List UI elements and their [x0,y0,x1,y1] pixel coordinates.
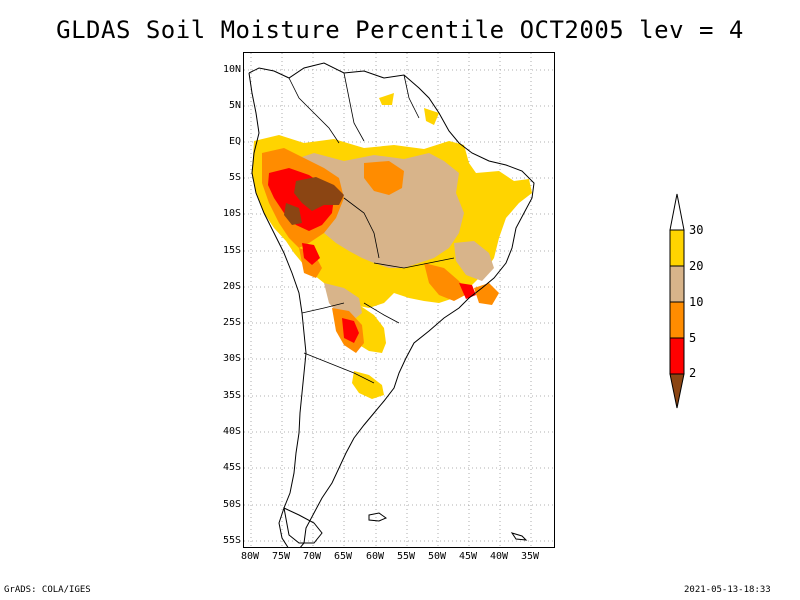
lat-label-50s: 50S [222,499,241,510]
coastlines [248,62,535,547]
field-10-20-chaco [324,283,362,321]
colorbar-label-30: 30 [689,223,704,237]
island-sw-atlantic [510,532,528,541]
lon-label-60w: 60W [365,551,385,562]
lon-label-75w: 75W [271,551,291,562]
lon-label-40w: 40W [489,551,509,562]
colorbar-label-5: 5 [689,331,697,345]
colorbar-2-5 [669,337,685,375]
map-grid [244,53,554,547]
tierra-del-fuego [283,507,323,544]
soil-moisture-fields [252,93,532,399]
footer-credit: GrADS: COLA/IGES [4,585,91,595]
field-20-30-guiana [424,108,439,125]
lon-label-45w: 45W [458,551,478,562]
colorbar-5-10 [669,301,685,339]
field-5-10-amazon-center [364,161,404,195]
colorbar-label-10: 10 [689,295,704,309]
lon-label-50w: 50W [427,551,447,562]
lat-label-25s: 25S [222,317,241,328]
field-2-5-andes [302,243,320,265]
lat-label-40s: 40S [222,426,241,437]
field-20-30-coast [379,93,394,105]
west-coastline [248,72,307,547]
field-below-2-west [284,203,302,225]
lat-label-eq: EQ [228,136,241,147]
colorbar-label-20: 20 [689,259,704,273]
field-below-2-amazon [294,177,344,211]
lon-label-65w: 65W [333,551,353,562]
lat-label-5s: 5S [228,172,241,183]
lat-label-30s: 30S [222,353,241,364]
lon-label-80w: 80W [240,551,260,562]
field-2-5-chaco [342,318,359,343]
map-canvas [244,53,554,547]
lat-label-20s: 20S [222,281,241,292]
lat-label-10s: 10S [222,208,241,219]
south-america-coastline [248,62,535,547]
lon-label-70w: 70W [302,551,322,562]
colorbar [669,193,685,409]
field-10-20-east [454,241,494,281]
country-borders [288,72,455,384]
colorbar-label-2: 2 [689,366,697,380]
colorbar-10-20 [669,265,685,303]
map-panel [243,52,555,548]
lat-label-45s: 45S [222,462,241,473]
field-2-5-se [459,283,476,299]
lon-label-55w: 55W [396,551,416,562]
map-title: GLDAS Soil Moisture Percentile OCT2005 l… [56,16,744,44]
field-5-10-east-coast [474,283,499,305]
field-20-30-pampa [352,371,384,399]
field-5-10-se-brazil [424,263,469,301]
footer-timestamp: 2021-05-13-18:33 [684,585,771,595]
lat-label-5n: 5N [228,100,241,111]
colorbar-above-30 [669,193,685,231]
colorbar-below-2 [669,373,685,409]
colorbar-20-30 [669,229,685,267]
lat-label-35s: 35S [222,390,241,401]
lat-label-10n: 10N [222,64,241,75]
lon-label-35w: 35W [520,551,540,562]
lat-label-15s: 15S [222,245,241,256]
falklands [368,512,388,522]
lat-label-55s: 55S [222,535,241,546]
